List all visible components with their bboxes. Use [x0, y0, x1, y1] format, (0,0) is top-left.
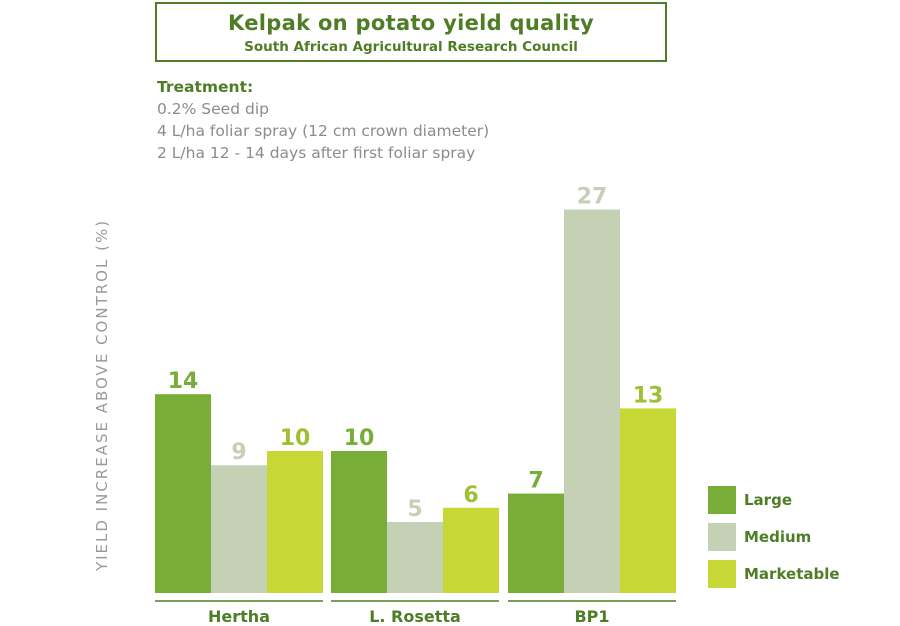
treatment-notes: Treatment: 0.2% Seed dip 4 L/ha foliar s… — [157, 76, 489, 164]
bar-marketable-l-rosetta — [443, 507, 499, 593]
bar-medium-l-rosetta — [387, 522, 443, 593]
legend-item-large: Large — [708, 486, 840, 514]
legend-swatch-large — [708, 486, 736, 514]
bar-large-bp1 — [508, 493, 564, 593]
bar-medium-hertha — [211, 465, 267, 593]
x-tick-label: L. Rosetta — [369, 607, 461, 626]
legend-label: Medium — [744, 528, 812, 546]
chart-subtitle: South African Agricultural Research Coun… — [244, 39, 578, 55]
bar-large-hertha — [155, 394, 211, 593]
legend-swatch-medium — [708, 523, 736, 551]
chart-title: Kelpak on potato yield quality — [228, 11, 594, 35]
bar-marketable-bp1 — [620, 408, 676, 593]
treatment-line: 2 L/ha 12 - 14 days after first foliar s… — [157, 144, 476, 162]
data-label: 10 — [280, 426, 311, 451]
data-label: 10 — [344, 426, 375, 451]
bar-large-l-rosetta — [331, 451, 387, 593]
treatment-heading: Treatment: — [157, 78, 254, 96]
legend-item-marketable: Marketable — [708, 560, 840, 588]
bar-medium-bp1 — [564, 209, 620, 593]
legend-item-medium: Medium — [708, 523, 840, 551]
title-box: Kelpak on potato yield quality South Afr… — [155, 2, 667, 62]
treatment-line: 0.2% Seed dip — [157, 100, 269, 118]
x-tick-label: Hertha — [208, 607, 270, 626]
legend-label: Marketable — [744, 565, 840, 583]
data-label: 7 — [528, 469, 543, 494]
legend-label: Large — [744, 491, 792, 509]
bar-marketable-hertha — [267, 451, 323, 593]
data-label: 27 — [577, 185, 608, 210]
data-label: 13 — [633, 383, 664, 408]
legend: Large Medium Marketable — [708, 486, 840, 597]
data-label: 5 — [407, 497, 422, 522]
data-label: 9 — [231, 440, 246, 465]
treatment-line: 4 L/ha foliar spray (12 cm crown diamete… — [157, 122, 490, 140]
legend-swatch-marketable — [708, 560, 736, 588]
x-tick-label: BP1 — [574, 607, 609, 626]
data-label: 14 — [168, 369, 199, 394]
data-label: 6 — [463, 483, 478, 508]
